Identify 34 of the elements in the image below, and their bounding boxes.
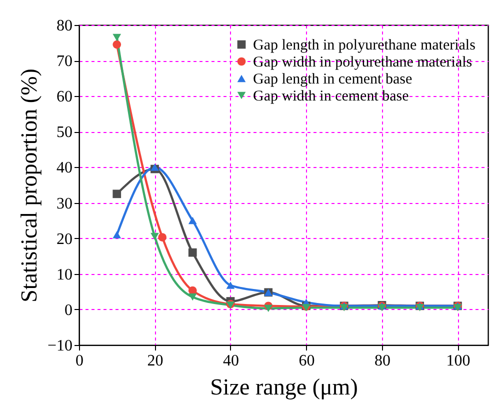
point [188, 216, 197, 224]
point [264, 304, 273, 312]
y-tick-label: 60 [56, 88, 72, 106]
x-tick-label: 20 [147, 352, 164, 370]
y-tick-label: 70 [56, 53, 72, 70]
y-tick-label: −10 [47, 338, 72, 354]
point [112, 40, 122, 49]
y-tick-label: 10 [56, 266, 72, 284]
y-tick-label: 30 [56, 195, 72, 212]
y-axis-title: Statistical proportion (%) [16, 68, 42, 302]
legend-label: Gap length in polyurethane materials [253, 38, 476, 54]
x-tick-label: 40 [222, 352, 239, 370]
point [158, 233, 166, 242]
x-tick-label: 0 [76, 352, 84, 370]
x-tick-label: 80 [374, 352, 390, 370]
point [112, 34, 122, 42]
point [150, 164, 159, 171]
x-axis-title: Size range (μm) [210, 374, 358, 400]
y-tick-label: 40 [56, 160, 72, 177]
y-tick-label: 20 [56, 230, 72, 248]
y-tick-label: 80 [56, 18, 72, 34]
point [112, 231, 122, 238]
x-tick-label: 100 [446, 352, 470, 370]
legend-label: Gap width in cement base [253, 88, 410, 104]
x-tick-label: 60 [298, 352, 315, 370]
point [150, 232, 159, 240]
y-tick-label: 0 [64, 302, 72, 319]
y-tick-label: 50 [56, 124, 72, 142]
point [112, 190, 122, 198]
legend-label: Gap length in cement base [253, 72, 412, 88]
point [226, 282, 235, 289]
legend-label: Gap width in polyurethane materials [253, 54, 472, 70]
point [188, 248, 197, 257]
point [188, 293, 197, 301]
